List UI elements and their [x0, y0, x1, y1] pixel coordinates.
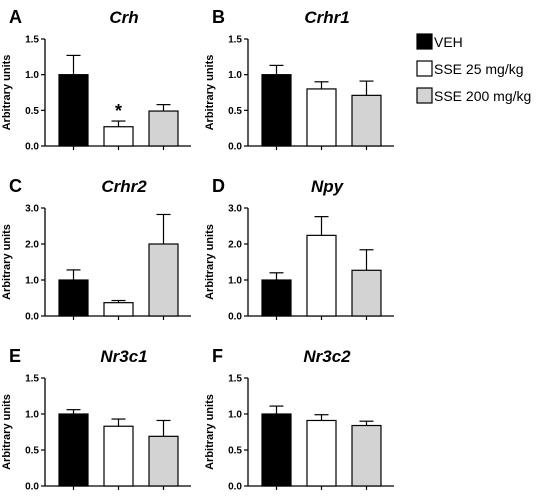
y-tick-label-d-1: 1.0	[228, 276, 242, 287]
y-tick-label-f-2: 1.0	[228, 410, 242, 421]
y-tick-label-a-1: 0.5	[25, 106, 39, 117]
bar-a-veh	[58, 74, 89, 147]
bar-e-sse-200	[148, 435, 179, 487]
y-tick-label-c-3: 3.0	[25, 204, 39, 215]
panel-title-b: Crhr1	[304, 8, 349, 27]
y-tick-label-a-0: 0.0	[25, 142, 39, 153]
bar-f-sse-200	[351, 424, 382, 487]
panel-title-e: Nr3c1	[100, 347, 147, 366]
y-tick-label-e-1: 0.5	[25, 446, 39, 457]
bar-a-sse-200	[148, 110, 179, 147]
y-tick-label-b-0: 0.0	[228, 142, 242, 153]
panel-d: D Npy Arbitrary units 0.0 1.0 2.0 3.0	[204, 176, 394, 323]
panel-a: A Crh Arbitrary units 0.0 0.5 1.0 1.5 *	[1, 7, 191, 153]
panel-letter-e: E	[9, 346, 21, 366]
bar-c-sse-200	[148, 243, 179, 317]
bar-c-veh	[58, 279, 89, 317]
y-tick-label-f-1: 0.5	[228, 446, 242, 457]
panel-letter-a: A	[9, 7, 22, 27]
y-tick-label-c-2: 2.0	[25, 240, 39, 251]
bar-b-sse-200	[351, 94, 382, 147]
y-tick-label-d-0: 0.0	[228, 312, 242, 323]
legend-swatch-veh	[416, 33, 433, 50]
y-tick-label-b-3: 1.5	[228, 35, 242, 46]
bar-a-sse-25	[103, 126, 134, 147]
panel-title-c: Crhr2	[101, 177, 147, 196]
y-tick-label-a-3: 1.5	[25, 35, 39, 46]
legend-label-veh: VEH	[434, 34, 463, 50]
bar-f-veh	[261, 413, 292, 487]
y-tick-label-a-2: 1.0	[25, 70, 39, 81]
panel-title-d: Npy	[311, 177, 345, 196]
panel-title-a: Crh	[109, 8, 138, 27]
panel-b: B Crhr1 Arbitrary units 0.0 0.5 1.0 1.5	[204, 7, 394, 153]
y-tick-label-d-2: 2.0	[228, 240, 242, 251]
legend-label-sse-200: SSE 200 mg/kg	[434, 88, 531, 104]
legend-label-sse-25: SSE 25 mg/kg	[434, 61, 524, 77]
y-tick-label-b-1: 0.5	[228, 106, 242, 117]
y-tick-label-e-0: 0.0	[25, 482, 39, 493]
bar-e-veh	[58, 413, 89, 487]
y-tick-label-c-1: 1.0	[25, 276, 39, 287]
legend-swatch-sse-200	[416, 87, 433, 104]
y-axis-label-a: Arbitrary units	[1, 55, 13, 131]
y-tick-label-c-0: 0.0	[25, 312, 39, 323]
bar-c-sse-25	[103, 302, 134, 317]
y-tick-label-e-3: 1.5	[25, 374, 39, 385]
panel-c: C Crhr2 Arbitrary units 0.0 1.0 2.0 3.0	[1, 176, 191, 323]
chart-panels: A Crh Arbitrary units 0.0 0.5 1.0 1.5 * B Crhr1 Ar…	[1, 7, 394, 493]
panel-letter-d: D	[212, 176, 225, 196]
bar-b-sse-25	[306, 88, 337, 147]
bar-b-veh	[261, 74, 292, 147]
legend: VEH SSE 25 mg/kg SSE 200 mg/kg	[416, 33, 531, 104]
panel-e: E Nr3c1 Arbitrary units 0.0 0.5 1.0 1.5	[1, 346, 191, 493]
panel-letter-b: B	[212, 7, 225, 27]
y-axis-label-e: Arbitrary units	[1, 394, 13, 470]
bar-d-veh	[261, 279, 292, 317]
panel-letter-c: C	[9, 176, 22, 196]
panel-title-f: Nr3c2	[303, 347, 351, 366]
y-tick-label-f-0: 0.0	[228, 482, 242, 493]
y-axis-label-c: Arbitrary units	[1, 224, 13, 300]
panel-letter-f: F	[212, 346, 223, 366]
legend-swatch-sse-25	[416, 60, 433, 77]
panel-f: F Nr3c2 Arbitrary units 0.0 0.5 1.0 1.5	[204, 346, 394, 493]
y-tick-label-b-2: 1.0	[228, 70, 242, 81]
y-tick-label-e-2: 1.0	[25, 410, 39, 421]
significance-star-a-0: *	[115, 101, 122, 121]
bar-d-sse-200	[351, 269, 382, 317]
y-axis-label-d: Arbitrary units	[204, 224, 216, 300]
legend-item-sse-200: SSE 200 mg/kg	[416, 87, 531, 104]
bar-e-sse-25	[103, 425, 134, 487]
y-axis-label-b: Arbitrary units	[204, 55, 216, 131]
legend-item-veh: VEH	[416, 33, 463, 50]
bar-f-sse-25	[306, 419, 337, 487]
legend-item-sse-25: SSE 25 mg/kg	[416, 60, 524, 77]
y-tick-label-d-3: 3.0	[228, 204, 242, 215]
bar-d-sse-25	[306, 234, 337, 317]
y-axis-label-f: Arbitrary units	[204, 394, 216, 470]
y-tick-label-f-3: 1.5	[228, 374, 242, 385]
